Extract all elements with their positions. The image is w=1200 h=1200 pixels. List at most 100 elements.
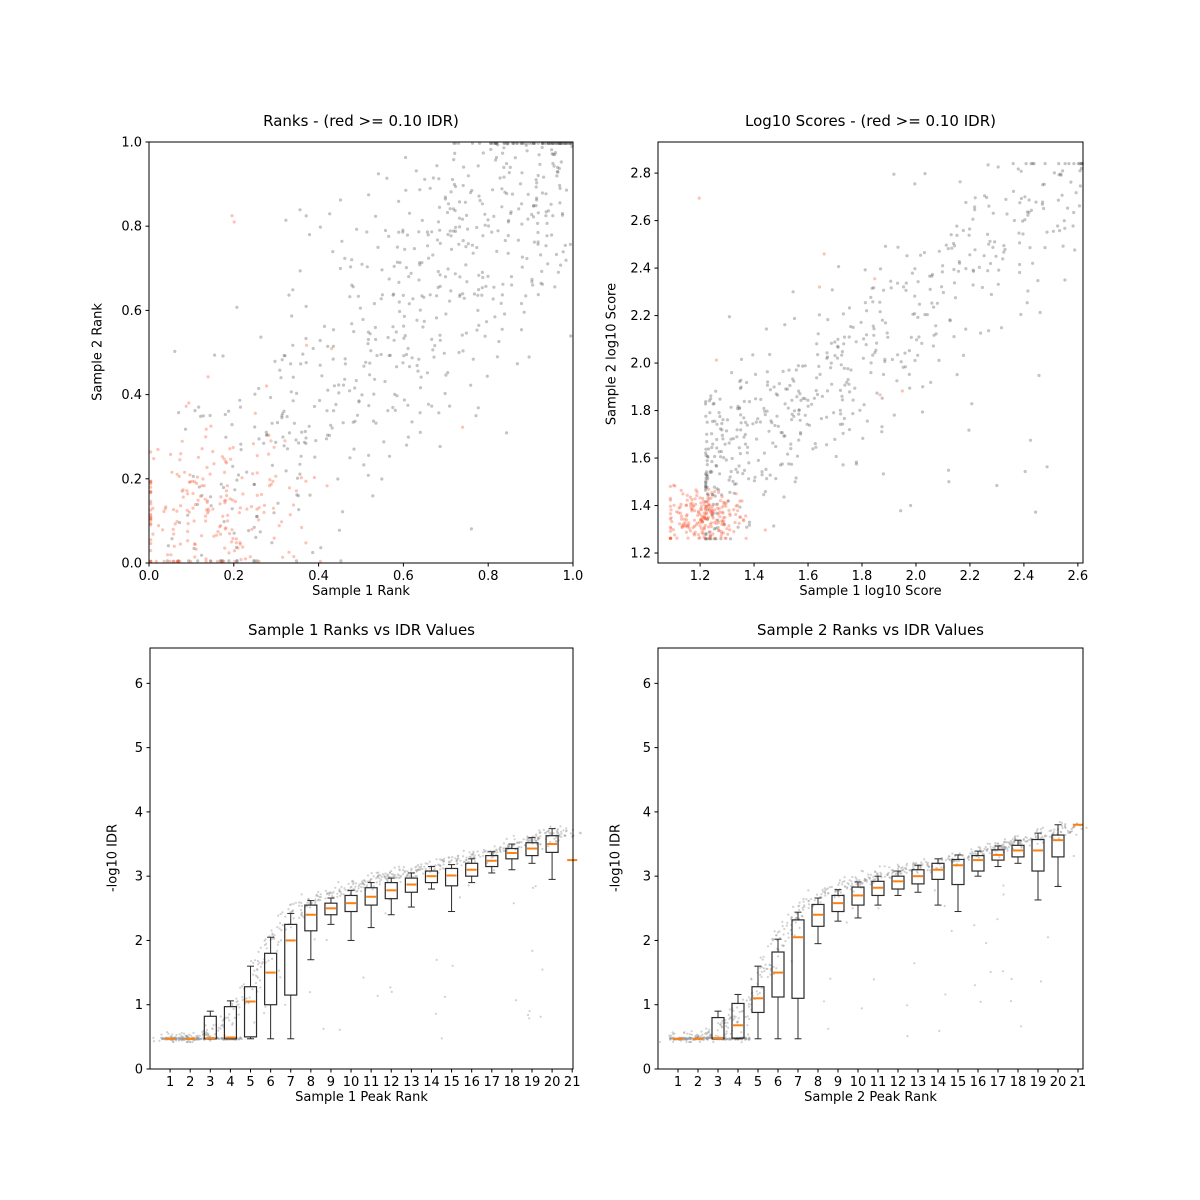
sample2-idr-box-box-rank-11 xyxy=(871,875,885,906)
sample1-idr-box-y-tick-label: 6 xyxy=(135,677,143,692)
sample1-idr-box-x-tick-label: 1 xyxy=(166,1075,174,1090)
sample2-idr-box-box-rank-16 xyxy=(971,850,985,877)
sample2-idr-box-box-rank-15 xyxy=(951,854,965,913)
ranks-scatter-y-tick-label: 1.0 xyxy=(121,136,142,151)
sample2-idr-box-axes-frame xyxy=(657,647,1084,1070)
scores-scatter-x-tick-label: 1.2 xyxy=(690,569,711,584)
sample2-idr-box-x-tick-label: 10 xyxy=(850,1075,867,1090)
scores-scatter-axes-frame xyxy=(657,141,1084,564)
sample2-idr-box-x-tick-label: 15 xyxy=(950,1075,967,1090)
sample2-idr-y-axis-label: -log10 IDR xyxy=(608,823,624,893)
ranks-scatter-y-tick-label: 0.6 xyxy=(121,304,142,319)
sample1-idr-box-x-tick-label: 4 xyxy=(226,1075,234,1090)
sample2-idr-box-box-rank-18 xyxy=(1011,839,1025,864)
scores-scatter-x-tick-label: 1.4 xyxy=(744,569,765,584)
scores-scatter-x-tick-label: 2.2 xyxy=(960,569,981,584)
ranks-plot-title: Ranks - (red >= 0.10 IDR) xyxy=(263,112,459,130)
sample2-idr-box-x-tick-label: 12 xyxy=(890,1075,907,1090)
sample1-idr-box-box-rank-6 xyxy=(264,936,278,1040)
sample1-idr-box-box-rank-11 xyxy=(364,882,378,929)
ranks-scatter-y-tick-label: 0.8 xyxy=(121,220,142,235)
sample2-idr-box-box-rank-19 xyxy=(1031,832,1045,901)
sample1-idr-box-box-rank-5 xyxy=(243,965,258,1040)
scores-scatter-y-tick-label: 1.8 xyxy=(630,404,651,419)
ranks-scatter-points-reproducible xyxy=(165,141,574,563)
sample1-idr-box-box-rank-7 xyxy=(284,912,298,1040)
sample2-idr-box-x-tick-label: 13 xyxy=(910,1075,927,1090)
sample2-idr-box-y-tick-label: 3 xyxy=(643,870,651,885)
sample1-idr-box-box-rank-15 xyxy=(444,864,459,913)
sample2-idr-box-x-tick-label: 4 xyxy=(734,1075,742,1090)
sample2-idr-box-box-rank-17 xyxy=(991,845,1005,868)
sample1-idr-box-y-axis-ticks: 0 1 2 3 4 5 6 xyxy=(135,677,150,1078)
scores-scatter-y-tick-label: 2.6 xyxy=(630,214,651,229)
sample2-idr-box-box-rank-8 xyxy=(811,897,825,945)
sample2-idr-box-box-rank-10 xyxy=(851,881,865,919)
sample2-idr-box-x-tick-label: 3 xyxy=(714,1075,722,1090)
sample1-idr-box-box-rank-10 xyxy=(344,889,358,941)
sample2-idr-box-x-tick-label: 6 xyxy=(774,1075,782,1090)
sample2-idr-box-box-rank-5 xyxy=(751,965,765,1040)
ranks-x-axis-label: Sample 1 Rank xyxy=(312,584,410,599)
scores-scatter-y-tick-label: 1.6 xyxy=(630,452,651,467)
sample2-idr-box-x-tick-label: 14 xyxy=(930,1075,947,1090)
sample2-idr-box-box-rank-6 xyxy=(771,938,785,1040)
scores-scatter-y-tick-label: 1.4 xyxy=(630,499,651,514)
sample1-idr-box-box-rank-9 xyxy=(324,897,338,925)
scores-x-axis-label: Sample 1 log10 Score xyxy=(799,584,942,599)
scores-scatter-y-tick-label: 1.2 xyxy=(630,547,651,562)
sample2-idr-box-box-rank-9 xyxy=(831,889,845,922)
sample2-idr-box-x-tick-label: 17 xyxy=(990,1075,1007,1090)
scores-scatter-x-tick-label: 2.6 xyxy=(1068,569,1089,584)
scores-plot-title: Log10 Scores - (red >= 0.10 IDR) xyxy=(745,112,996,130)
sample1-idr-box-x-tick-label: 9 xyxy=(327,1075,335,1090)
sample1-idr-box-x-tick-label: 6 xyxy=(266,1075,274,1090)
sample2-idr-box-x-tick-label: 16 xyxy=(970,1075,987,1090)
sample2-idr-plot-title: Sample 2 Ranks vs IDR Values xyxy=(756,621,984,639)
sample1-idr-box-x-tick-label: 3 xyxy=(206,1075,214,1090)
sample2-idr-box-y-tick-label: 6 xyxy=(643,677,651,692)
sample2-idr-box-y-tick-label: 4 xyxy=(643,805,651,820)
ranks-scatter-y-axis-ticks: 0.0 0.2 0.4 0.6 0.8 1.0 xyxy=(121,136,149,572)
sample1-idr-box-box-rank-18 xyxy=(505,843,519,871)
scores-scatter-y-tick-label: 2.8 xyxy=(630,167,651,182)
scores-scatter-x-tick-label: 1.6 xyxy=(798,569,819,584)
scores-scatter-y-tick-label: 2.2 xyxy=(630,309,651,324)
sample2-idr-box-x-tick-label: 1 xyxy=(674,1075,682,1090)
ranks-scatter-x-tick-label: 0.0 xyxy=(139,569,160,584)
subplot-ranks-scatter: 0.0 0.2 0.4 0.6 0.8 1.0 0.0 0.2 0.4 0.6 0.8 1.0 xyxy=(121,136,583,585)
sample2-idr-box-x-tick-label: 19 xyxy=(1030,1075,1047,1090)
sample1-idr-box-box-rank-8 xyxy=(304,900,318,961)
sample1-idr-box-x-tick-label: 16 xyxy=(463,1075,480,1090)
sample1-idr-box-y-tick-label: 4 xyxy=(135,805,143,820)
sample1-idr-box-x-tick-label: 12 xyxy=(383,1075,400,1090)
sample1-idr-box-box-rank-14 xyxy=(424,866,439,890)
sample2-idr-box-box-rank-3 xyxy=(711,1010,725,1040)
sample2-idr-box-x-axis-ticks: 1 2 3 4 5 6 7 8 9 10 11 12 13 14 15 16 17 18 19 20 21 xyxy=(674,1069,1086,1090)
scores-scatter-y-tick-label: 2.0 xyxy=(630,357,651,372)
sample1-idr-box-y-tick-label: 5 xyxy=(135,741,143,756)
ranks-scatter-x-axis-ticks: 0.0 0.2 0.4 0.6 0.8 1.0 xyxy=(139,563,583,584)
sample1-idr-box-x-tick-label: 7 xyxy=(287,1075,295,1090)
sample1-idr-box-x-tick-label: 2 xyxy=(186,1075,194,1090)
sample1-idr-box-x-tick-label: 10 xyxy=(343,1075,360,1090)
sample2-idr-box-x-tick-label: 20 xyxy=(1050,1075,1067,1090)
sample2-idr-x-axis-label: Sample 2 Peak Rank xyxy=(804,1090,937,1105)
ranks-scatter-y-tick-label: 0.2 xyxy=(121,472,142,487)
sample1-idr-box-box-rank-3 xyxy=(203,1010,217,1040)
sample1-idr-box-y-tick-label: 0 xyxy=(135,1063,143,1078)
sample1-idr-box-box-rank-12 xyxy=(384,877,398,916)
sample1-idr-box-x-tick-label: 17 xyxy=(484,1075,501,1090)
sample2-idr-box-y-axis-ticks: 0 1 2 3 4 5 6 xyxy=(643,677,658,1078)
ranks-scatter-x-tick-label: 0.2 xyxy=(223,569,244,584)
sample2-idr-box-x-tick-label: 11 xyxy=(870,1075,887,1090)
sample1-idr-box-x-tick-label: 5 xyxy=(246,1075,254,1090)
sample1-idr-y-axis-label: -log10 IDR xyxy=(105,823,121,893)
sample1-idr-box-axes-frame xyxy=(149,647,574,1070)
sample2-idr-box-x-tick-label: 9 xyxy=(834,1075,842,1090)
sample2-idr-box-box-rank-13 xyxy=(911,864,925,893)
ranks-scatter-x-tick-label: 0.4 xyxy=(308,569,329,584)
